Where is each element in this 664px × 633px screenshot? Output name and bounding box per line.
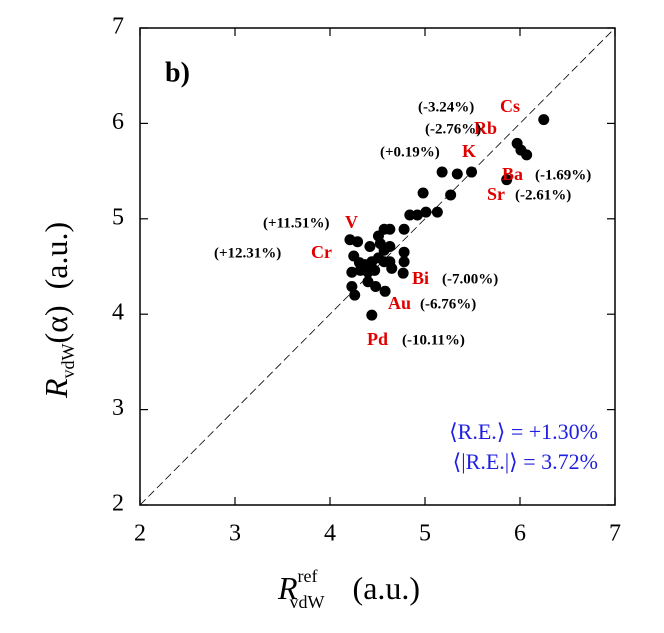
point <box>404 209 416 221</box>
y-label-unit: (a.u.) <box>38 222 74 290</box>
plot-frame <box>139 27 616 506</box>
error-label: (-10.11%) <box>402 332 465 348</box>
point <box>346 266 358 278</box>
point <box>398 223 410 235</box>
point <box>349 289 361 301</box>
x-tick-label: 5 <box>419 521 431 547</box>
y-label-symbol: R <box>38 378 74 399</box>
x-label-subscript: vdW <box>290 592 325 612</box>
x-tick-label: 7 <box>609 521 621 547</box>
error-label: (-2.76%) <box>425 121 481 137</box>
x-tick-label: 2 <box>134 521 146 547</box>
x-tick-label: 4 <box>324 521 336 547</box>
y-tick-label: 7 <box>112 14 124 40</box>
element-label: Rb <box>474 118 497 138</box>
element-label: Bi <box>412 268 429 288</box>
error-label: (-6.76%) <box>420 296 476 312</box>
element-label: Pd <box>367 329 388 349</box>
point <box>384 240 396 252</box>
x-label-symbol: R <box>277 570 298 606</box>
point <box>431 206 443 218</box>
element-label: Cs <box>500 96 520 116</box>
point <box>420 206 432 218</box>
element-label: K <box>462 141 476 161</box>
element-label: Sr <box>487 184 505 204</box>
point <box>364 240 376 252</box>
element-label: Au <box>388 293 411 313</box>
panel-label: b) <box>165 57 190 88</box>
x-axis-label: Rref vdW (a.u.) <box>277 566 420 612</box>
point <box>411 209 423 221</box>
point <box>445 189 457 201</box>
point <box>352 236 364 248</box>
y-tick-label: 4 <box>112 300 124 326</box>
point <box>501 174 513 186</box>
element-label: V <box>345 212 358 232</box>
y-label-subscript: vdW <box>58 343 78 378</box>
element-label: Ba <box>502 164 523 184</box>
element-label: Cr <box>311 242 332 262</box>
point <box>366 309 378 321</box>
point <box>379 285 391 297</box>
point <box>354 264 366 276</box>
y-tick-label: 5 <box>112 204 124 230</box>
x-tick-label: 3 <box>229 521 241 547</box>
point <box>466 166 478 178</box>
error-label: (-7.00%) <box>442 271 498 287</box>
point <box>370 281 382 293</box>
error-label: (+11.51%) <box>263 215 329 231</box>
statistic: ⟨R.E.⟩ = +1.30% <box>449 419 598 444</box>
point <box>397 267 409 279</box>
y-tick-label: 6 <box>112 109 124 135</box>
point <box>346 281 358 293</box>
error-label: (-2.61%) <box>515 187 571 203</box>
point <box>398 246 410 258</box>
error-label: (-3.24%) <box>418 99 474 115</box>
error-label: (-1.69%) <box>535 167 591 183</box>
point <box>436 166 448 178</box>
y-tick-label: 3 <box>112 395 124 421</box>
x-label-unit: (a.u.) <box>353 570 421 606</box>
x-tick-label: 6 <box>514 521 526 547</box>
y-tick-label: 2 <box>112 491 124 517</box>
statistic: ⟨|R.E.|⟩ = 3.72% <box>453 449 598 474</box>
error-label: (+0.19%) <box>380 144 440 160</box>
point <box>398 256 410 268</box>
point <box>521 149 533 161</box>
point <box>451 168 463 180</box>
point <box>386 262 398 274</box>
point <box>369 264 381 276</box>
y-axis-label: RvdW(α) (a.u.) <box>38 222 78 399</box>
point <box>417 187 429 199</box>
error-label: (+12.31%) <box>214 245 281 261</box>
point <box>538 114 550 126</box>
y-label-argument: (α) <box>38 305 74 343</box>
x-label-superscript: ref <box>298 566 318 586</box>
